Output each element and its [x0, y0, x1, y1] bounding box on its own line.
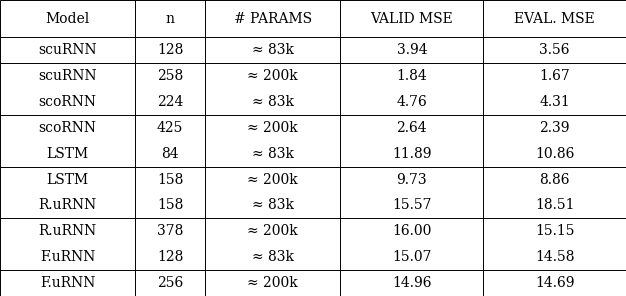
Text: 158: 158 — [157, 173, 183, 186]
Text: n: n — [166, 12, 175, 26]
Text: R.uRNN: R.uRNN — [39, 198, 97, 213]
Text: 8.86: 8.86 — [540, 173, 570, 186]
Text: 10.86: 10.86 — [535, 147, 574, 161]
Text: 15.07: 15.07 — [392, 250, 431, 264]
Text: 224: 224 — [157, 95, 183, 109]
Text: 258: 258 — [157, 69, 183, 83]
Text: ≈ 83k: ≈ 83k — [252, 43, 294, 57]
Text: ≈ 200k: ≈ 200k — [247, 173, 298, 186]
Text: ≈ 200k: ≈ 200k — [247, 121, 298, 135]
Text: 1.84: 1.84 — [396, 69, 427, 83]
Text: 378: 378 — [157, 224, 183, 238]
Text: ≈ 200k: ≈ 200k — [247, 224, 298, 238]
Text: ≈ 83k: ≈ 83k — [252, 250, 294, 264]
Text: LSTM: LSTM — [47, 147, 89, 161]
Text: R.uRNN: R.uRNN — [39, 224, 97, 238]
Text: 128: 128 — [157, 43, 183, 57]
Text: 16.00: 16.00 — [392, 224, 431, 238]
Text: 256: 256 — [157, 276, 183, 290]
Text: scuRNN: scuRNN — [38, 69, 97, 83]
Text: 15.57: 15.57 — [392, 198, 431, 213]
Text: 158: 158 — [157, 198, 183, 213]
Text: # PARAMS: # PARAMS — [233, 12, 312, 26]
Text: 4.31: 4.31 — [539, 95, 570, 109]
Text: 2.39: 2.39 — [540, 121, 570, 135]
Text: 11.89: 11.89 — [392, 147, 431, 161]
Text: 1.67: 1.67 — [539, 69, 570, 83]
Text: LSTM: LSTM — [47, 173, 89, 186]
Text: 425: 425 — [157, 121, 183, 135]
Text: 14.58: 14.58 — [535, 250, 575, 264]
Text: F.uRNN: F.uRNN — [40, 250, 95, 264]
Text: 3.56: 3.56 — [540, 43, 570, 57]
Text: ≈ 83k: ≈ 83k — [252, 198, 294, 213]
Text: scoRNN: scoRNN — [39, 95, 97, 109]
Text: Model: Model — [46, 12, 90, 26]
Text: ≈ 200k: ≈ 200k — [247, 276, 298, 290]
Text: 4.76: 4.76 — [396, 95, 427, 109]
Text: 3.94: 3.94 — [396, 43, 427, 57]
Text: ≈ 200k: ≈ 200k — [247, 69, 298, 83]
Text: 128: 128 — [157, 250, 183, 264]
Text: 15.15: 15.15 — [535, 224, 575, 238]
Text: scuRNN: scuRNN — [38, 43, 97, 57]
Text: scoRNN: scoRNN — [39, 121, 97, 135]
Text: 84: 84 — [162, 147, 179, 161]
Text: 14.69: 14.69 — [535, 276, 575, 290]
Text: F.uRNN: F.uRNN — [40, 276, 95, 290]
Text: 14.96: 14.96 — [392, 276, 431, 290]
Text: ≈ 83k: ≈ 83k — [252, 95, 294, 109]
Text: 9.73: 9.73 — [396, 173, 427, 186]
Text: ≈ 83k: ≈ 83k — [252, 147, 294, 161]
Text: EVAL. MSE: EVAL. MSE — [514, 12, 595, 26]
Text: 18.51: 18.51 — [535, 198, 575, 213]
Text: VALID MSE: VALID MSE — [371, 12, 453, 26]
Text: 2.64: 2.64 — [396, 121, 427, 135]
